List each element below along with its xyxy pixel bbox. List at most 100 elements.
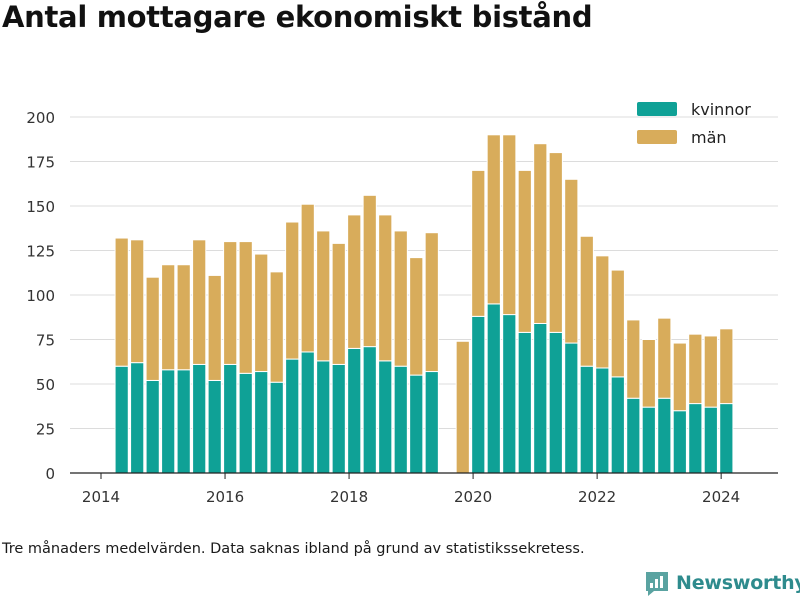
bar-man-2021-08 — [564, 178, 579, 344]
bar-kvinnor-2022-08 — [626, 397, 641, 474]
bar-kvinnor-2022-05 — [610, 376, 625, 474]
legend-label-kvinnor: kvinnor — [691, 100, 751, 119]
bar-man-2022-02 — [595, 255, 610, 369]
legend-swatch-kvinnor — [637, 102, 677, 116]
bar-kvinnor-2019-05 — [424, 371, 439, 474]
bar-kvinnor-2017-11 — [331, 363, 346, 474]
bar-kvinnor-2018-08 — [378, 360, 393, 474]
bar-man-2020-08 — [502, 134, 517, 316]
x-tick-label: 2024 — [702, 488, 740, 506]
axes: 0 25 50 75 100 125 150 175 200 2014 2016 2018 2020 20… — [26, 109, 778, 506]
brand-name: Newsworthy — [676, 572, 800, 594]
bar-man-2021-02 — [533, 143, 548, 324]
bar-man-2017-08 — [316, 230, 331, 362]
bar-man-2018-08 — [378, 214, 393, 362]
bar-kvinnor-2016-11 — [269, 381, 284, 474]
x-tick-label: 2016 — [206, 488, 244, 506]
y-tick-label: 100 — [26, 287, 55, 305]
bar-man-2018-02 — [347, 214, 362, 349]
bars — [114, 134, 734, 474]
y-tick-label: 125 — [26, 243, 55, 261]
bar-man-2019-05 — [424, 232, 439, 373]
legend: kvinnor män — [637, 100, 751, 147]
bar-man-2023-05 — [672, 342, 687, 412]
y-tick-label: 150 — [26, 198, 55, 216]
y-tick-label: 200 — [26, 109, 55, 127]
y-tick-label: 175 — [26, 154, 55, 172]
bar-man-2022-08 — [626, 319, 641, 399]
bar-man-2019-02 — [409, 257, 424, 376]
newsworthy-logo-icon — [646, 572, 668, 596]
bar-kvinnor-2015-05 — [176, 369, 191, 474]
bar-kvinnor-2023-05 — [672, 410, 687, 474]
bar-kvinnor-2021-05 — [548, 331, 563, 474]
bar-man-2023-08 — [688, 333, 703, 405]
bar-kvinnor-2014-11 — [145, 379, 160, 474]
footnote-caption: Tre månaders medelvärden. Data saknas ib… — [2, 541, 585, 557]
bar-man-2020-02 — [471, 169, 486, 317]
bar-man-2015-05 — [176, 264, 191, 371]
bar-kvinnor-2017-05 — [300, 351, 315, 474]
bar-kvinnor-2019-02 — [409, 374, 424, 474]
bar-kvinnor-2024-02 — [719, 403, 734, 474]
bar-man-2022-05 — [610, 269, 625, 378]
bar-man-2014-05 — [114, 237, 129, 367]
bar-kvinnor-2018-02 — [347, 347, 362, 474]
y-tick-label: 25 — [36, 421, 55, 439]
bar-man-2016-02 — [223, 241, 238, 365]
bar-man-2024-02 — [719, 328, 734, 405]
bar-kvinnor-2015-11 — [207, 379, 222, 474]
bar-kvinnor-2014-05 — [114, 365, 129, 474]
bar-kvinnor-2020-02 — [471, 315, 486, 474]
bar-man-2023-11 — [703, 335, 718, 408]
bar-kvinnor-2015-08 — [192, 363, 207, 474]
bar-kvinnor-2022-11 — [641, 406, 656, 474]
bar-man-2018-11 — [393, 230, 408, 367]
bar-kvinnor-2018-05 — [362, 346, 377, 474]
bar-kvinnor-2021-02 — [533, 322, 548, 474]
bar-kvinnor-2014-08 — [130, 362, 145, 474]
bar-kvinnor-2016-02 — [223, 363, 238, 474]
bar-man-2015-08 — [192, 239, 207, 365]
bar-kvinnor-2021-08 — [564, 342, 579, 474]
bar-kvinnor-2016-08 — [254, 371, 269, 474]
legend-label-man: män — [691, 128, 727, 147]
bar-man-2023-02 — [657, 317, 672, 399]
bar-kvinnor-2023-08 — [688, 403, 703, 474]
bar-kvinnor-2015-02 — [161, 369, 176, 474]
chart-title: Antal mottagare ekonomiskt bistånd — [2, 0, 593, 34]
bar-kvinnor-2022-02 — [595, 367, 610, 474]
bar-man-2021-11 — [579, 235, 594, 367]
bar-kvinnor-2020-08 — [502, 314, 517, 474]
bar-man-2022-11 — [641, 339, 656, 408]
x-tick-label: 2020 — [454, 488, 492, 506]
bar-man-2016-11 — [269, 271, 284, 383]
y-tick-label: 0 — [45, 465, 55, 483]
bar-man-2014-08 — [130, 239, 145, 364]
bar-man-2019-11 — [455, 340, 470, 474]
bar-man-2016-05 — [238, 241, 253, 374]
y-tick-label: 50 — [36, 376, 55, 394]
y-tick-label: 75 — [36, 332, 55, 350]
bar-kvinnor-2017-08 — [316, 360, 331, 474]
bar-man-2017-05 — [300, 203, 315, 353]
bar-man-2021-05 — [548, 152, 563, 333]
bar-kvinnor-2021-11 — [579, 365, 594, 474]
bar-kvinnor-2020-11 — [517, 331, 532, 474]
bar-man-2017-11 — [331, 242, 346, 365]
gridlines — [70, 116, 778, 429]
bar-kvinnor-2017-02 — [285, 358, 300, 474]
bar-man-2017-02 — [285, 221, 300, 360]
bar-man-2020-05 — [486, 134, 501, 305]
bar-man-2014-11 — [145, 276, 160, 381]
bar-man-2015-02 — [161, 264, 176, 371]
bar-man-2015-11 — [207, 274, 222, 381]
legend-swatch-man — [637, 130, 677, 144]
bar-man-2016-08 — [254, 253, 269, 373]
bar-kvinnor-2023-11 — [703, 406, 718, 474]
brand-logo: Newsworthy — [644, 569, 800, 597]
bar-man-2018-05 — [362, 194, 377, 348]
bar-kvinnor-2023-02 — [657, 397, 672, 474]
x-tick-label: 2014 — [82, 488, 120, 506]
